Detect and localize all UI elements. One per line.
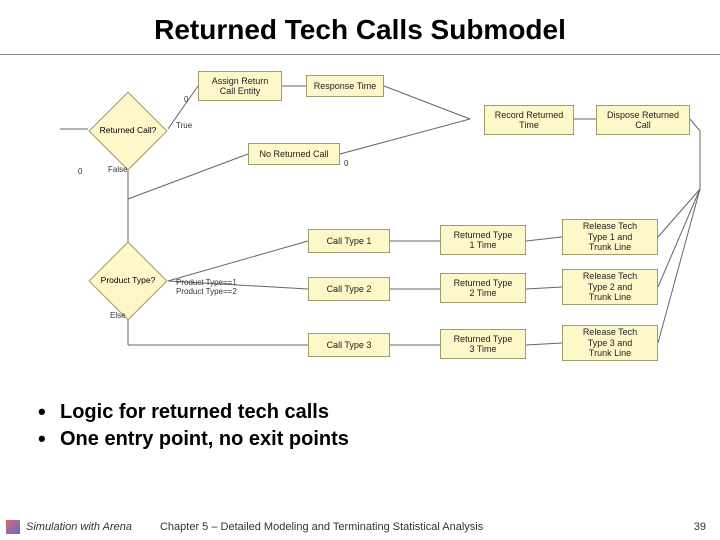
footer-logo-icon [6,520,20,534]
node-response-time: Response Time [306,75,384,97]
flowchart-diagram: Returned Call? Product Type? Assign Retu… [0,59,720,389]
footer-chapter: Chapter 5 – Detailed Modeling and Termin… [160,521,694,533]
decision-returned-call: Returned Call? [88,109,168,153]
node-returned-t3: Returned Type3 Time [440,329,526,359]
edge-label-z1: 0 [184,95,188,104]
bullet-item: Logic for returned tech calls [60,401,690,424]
footer-page-number: 39 [694,521,706,533]
node-dispose-returned: Dispose ReturnedCall [596,105,690,135]
edge-label-false: False [108,165,128,174]
edge-label-z3: 0 [344,159,348,168]
node-returned-t1: Returned Type1 Time [440,225,526,255]
node-call-type-2: Call Type 2 [308,277,390,301]
node-returned-t2: Returned Type2 Time [440,273,526,303]
edge-label-true: True [176,121,192,130]
node-call-type-1: Call Type 1 [308,229,390,253]
node-no-returned: No Returned Call [248,143,340,165]
node-assign-return: Assign ReturnCall Entity [198,71,282,101]
edge-label-cond: Product Type==1Product Type==2 [176,279,237,297]
decision-product-type: Product Type? [88,259,168,303]
edge-label-z2: 0 [78,167,82,176]
node-release-t1: Release TechType 1 andTrunk Line [562,219,658,255]
footer-source: Simulation with Arena [26,521,132,533]
node-release-t2: Release TechType 2 andTrunk Line [562,269,658,305]
edge-label-else: Else [110,311,126,320]
bullet-list: Logic for returned tech calls One entry … [0,389,720,451]
node-record-returned: Record ReturnedTime [484,105,574,135]
slide-footer: Simulation with Arena Chapter 5 – Detail… [0,520,720,534]
node-call-type-3: Call Type 3 [308,333,390,357]
node-release-t3: Release TechType 3 andTrunk Line [562,325,658,361]
bullet-item: One entry point, no exit points [60,428,690,451]
slide-title: Returned Tech Calls Submodel [0,0,720,54]
title-divider [0,54,720,55]
